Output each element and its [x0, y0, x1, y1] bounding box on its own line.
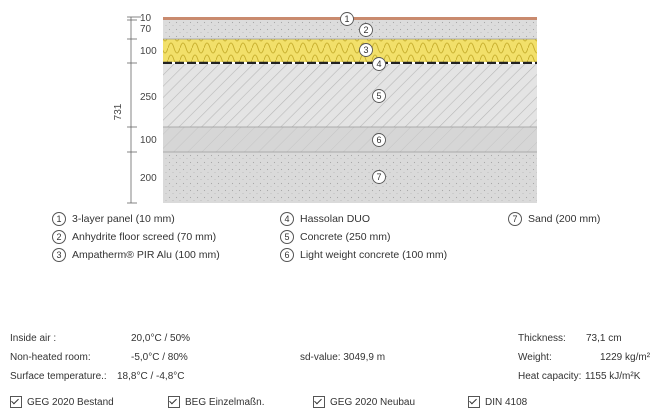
- heat-capacity-value: 1155 kJ/m²K: [585, 371, 641, 382]
- check-beg-einzelmassn[interactable]: BEG Einzelmaßn.: [168, 396, 264, 408]
- legend-item-2: 2 Anhydrite floor screed (70 mm): [52, 230, 216, 244]
- checkbox-icon[interactable]: [168, 396, 180, 408]
- checkbox-icon[interactable]: [10, 396, 22, 408]
- legend-item-5: 5 Concrete (250 mm): [280, 230, 390, 244]
- marker-3: 3: [359, 43, 373, 57]
- checkbox-icon[interactable]: [313, 396, 325, 408]
- svg-text:5: 5: [376, 91, 381, 101]
- legend-item-3: 3 Ampatherm® PIR Alu (100 mm): [52, 248, 220, 262]
- legend-label-6: Light weight concrete (100 mm): [300, 249, 448, 261]
- svg-text:6: 6: [376, 135, 381, 145]
- sd-value: sd-value: 3049,9 m: [300, 352, 386, 363]
- dim-label-3: 100: [140, 46, 157, 57]
- legend-number-1: 1: [52, 212, 66, 226]
- inside-air-value: 20,0°C / 50%: [131, 333, 191, 344]
- marker-2: 2: [359, 23, 373, 37]
- weight-label: Weight:: [518, 352, 552, 363]
- heat-capacity-label: Heat capacity:: [518, 371, 582, 382]
- dim-label-7: 200: [140, 173, 157, 184]
- non-heated-value: -5,0°C / 80%: [131, 352, 188, 363]
- thickness-label: Thickness:: [518, 333, 566, 344]
- check-label: BEG Einzelmaßn.: [185, 396, 265, 408]
- marker-1: 1: [340, 12, 354, 26]
- check-din-4108[interactable]: DIN 4108: [468, 396, 527, 408]
- legend-number-3: 3: [52, 248, 66, 262]
- svg-text:2: 2: [363, 25, 368, 35]
- dim-label-6: 100: [140, 135, 157, 146]
- surface-temp-label: Surface temperature.:: [10, 371, 107, 382]
- legend-label-4: Hassolan DUO: [300, 213, 371, 225]
- legend-item-7: 7 Sand (200 mm): [508, 212, 600, 226]
- check-geg-neubau[interactable]: GEG 2020 Neubau: [313, 396, 415, 408]
- marker-6: 6: [372, 133, 386, 147]
- check-label: GEG 2020 Neubau: [330, 396, 416, 408]
- non-heated-label: Non-heated room:: [10, 352, 91, 363]
- legend-number-7: 7: [508, 212, 522, 226]
- svg-text:1: 1: [344, 14, 349, 24]
- check-label: GEG 2020 Bestand: [27, 396, 114, 408]
- floor-section-diagram: 731 10 70 100 250 100 200 1 2 3 4 5: [113, 12, 537, 204]
- legend-label-1: 3-layer panel (10 mm): [72, 213, 175, 225]
- inside-air-label: Inside air :: [10, 333, 57, 344]
- surface-temp-value: 18,8°C / -4,8°C: [117, 371, 185, 382]
- legend-item-6: 6 Light weight concrete (100 mm): [280, 248, 447, 262]
- marker-4: 4: [372, 57, 386, 71]
- svg-text:7: 7: [376, 172, 381, 182]
- dim-label-2: 70: [140, 24, 152, 35]
- legend-number-6: 6: [280, 248, 294, 262]
- marker-5: 5: [372, 89, 386, 103]
- legend-label-3: Ampatherm® PIR Alu (100 mm): [72, 249, 220, 261]
- legend-number-4: 4: [280, 212, 294, 226]
- weight-value: 1229 kg/m²: [600, 352, 651, 363]
- marker-7: 7: [372, 170, 386, 184]
- legend-number-2: 2: [52, 230, 66, 244]
- check-label: DIN 4108: [485, 396, 528, 408]
- total-thickness-label: 731: [113, 103, 124, 120]
- dim-label-1: 10: [140, 13, 152, 24]
- checkbox-icon[interactable]: [468, 396, 480, 408]
- dimension-line: [127, 16, 141, 204]
- svg-text:3: 3: [363, 45, 368, 55]
- legend-label-2: Anhydrite floor screed (70 mm): [72, 231, 217, 243]
- legend-number-5: 5: [280, 230, 294, 244]
- legend-label-5: Concrete (250 mm): [300, 231, 391, 243]
- check-geg-bestand[interactable]: GEG 2020 Bestand: [10, 396, 114, 408]
- thickness-value: 73,1 cm: [586, 333, 622, 344]
- legend-item-1: 1 3-layer panel (10 mm): [52, 212, 175, 226]
- legend-label-7: Sand (200 mm): [528, 213, 601, 225]
- legend-item-4: 4 Hassolan DUO: [280, 212, 370, 226]
- svg-text:4: 4: [376, 59, 381, 69]
- dim-label-5: 250: [140, 92, 157, 103]
